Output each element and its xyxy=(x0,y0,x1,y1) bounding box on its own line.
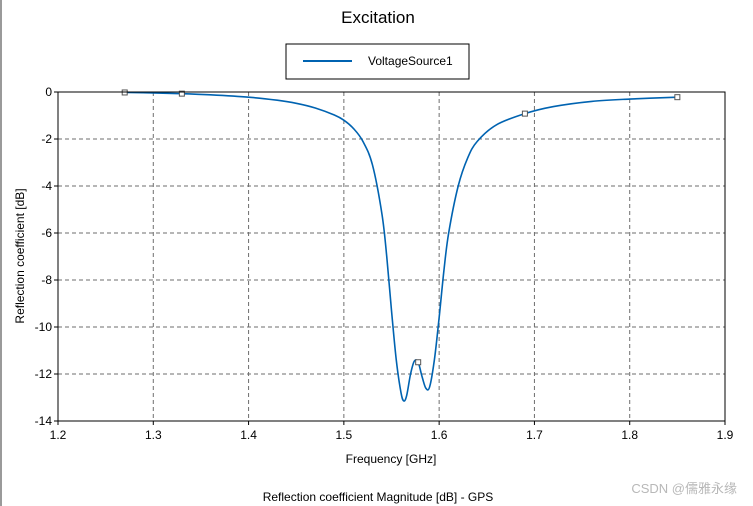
x-tick-label: 1.2 xyxy=(50,428,67,442)
legend: VoltageSource1 xyxy=(285,43,470,80)
x-tick-label: 1.9 xyxy=(717,428,734,442)
series-marker xyxy=(415,359,422,366)
series-marker xyxy=(521,110,528,117)
y-axis-label: Reflection coefficient [dB] xyxy=(13,188,27,323)
grid xyxy=(58,92,725,421)
y-tick-label: -8 xyxy=(41,273,52,287)
y-tick-label: -14 xyxy=(35,414,53,428)
x-tick-label: 1.6 xyxy=(431,428,448,442)
x-axis-ticks: 1.2 1.3 1.4 1.5 1.6 1.7 1.8 1.9 xyxy=(50,421,734,442)
series-marker xyxy=(674,94,681,101)
x-axis-label: Frequency [GHz] xyxy=(346,452,437,466)
y-tick-label: -12 xyxy=(35,367,53,381)
series-line-voltagesource1 xyxy=(124,91,678,402)
window-left-edge xyxy=(0,0,2,506)
y-tick-label: 0 xyxy=(45,85,52,99)
x-tick-label: 1.4 xyxy=(240,428,257,442)
x-tick-label: 1.7 xyxy=(526,428,543,442)
watermark-text: CSDN @儒雅永缘 xyxy=(631,481,737,496)
y-tick-label: -6 xyxy=(41,226,52,240)
plot-frame xyxy=(57,91,726,422)
y-tick-label: -2 xyxy=(41,132,52,146)
x-tick-label: 1.5 xyxy=(336,428,353,442)
y-tick-label: -4 xyxy=(41,179,52,193)
series-marker xyxy=(178,90,185,97)
legend-label-voltagesource1: VoltageSource1 xyxy=(368,54,453,68)
chart-footer: Reflection coefficient Magnitude [dB] - … xyxy=(263,490,494,504)
y-tick-label: -10 xyxy=(35,320,53,334)
y-axis-ticks: 0 -2 -4 -6 -8 -10 -12 -14 xyxy=(35,85,58,428)
chart-title: Excitation xyxy=(341,8,415,27)
plot-area xyxy=(58,92,725,421)
x-tick-label: 1.8 xyxy=(621,428,638,442)
x-tick-label: 1.3 xyxy=(145,428,162,442)
